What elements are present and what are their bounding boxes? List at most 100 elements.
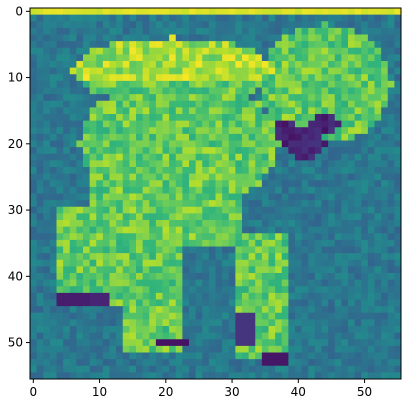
heatmap-cell [268,87,276,95]
heatmap-cell [96,173,104,181]
heatmap-cell [89,372,97,380]
heatmap-cell [374,286,382,294]
heatmap-cell [354,332,362,340]
heatmap-cell [63,167,71,175]
heatmap-cell [348,332,356,340]
heatmap-cell [367,239,375,247]
heatmap-cell [109,186,117,194]
heatmap-cell [341,312,349,320]
heatmap-cell [367,266,375,274]
heatmap-cell [361,133,369,141]
heatmap-cell [63,339,71,347]
heatmap-cell [288,273,296,281]
heatmap-cell [189,286,197,294]
heatmap-cell [334,286,342,294]
heatmap-cell [348,326,356,334]
heatmap-cell [76,359,84,367]
heatmap-cell [242,80,250,88]
heatmap-cell [321,180,329,188]
heatmap-cell [341,253,349,261]
heatmap-cell [83,345,91,353]
heatmap-cell [30,206,38,214]
heatmap-cell [30,326,38,334]
heatmap-cell [155,365,163,373]
heatmap-cell [255,14,263,22]
heatmap-cell [122,239,130,247]
heatmap-cell [195,107,203,115]
heatmap-cell [314,206,322,214]
heatmap-cell [321,326,329,334]
heatmap-cell [56,345,64,353]
heatmap-cell [381,127,389,135]
heatmap-cell [36,292,44,300]
heatmap-cell [202,147,210,155]
heatmap-cell [242,233,250,241]
heatmap-cell [394,54,402,62]
heatmap-cell [142,306,150,314]
heatmap-cell [116,186,124,194]
heatmap-cell [301,114,309,122]
heatmap-cell [89,94,97,102]
heatmap-cell [235,332,243,340]
heatmap-cell [96,239,104,247]
heatmap-cell [149,213,157,221]
heatmap-cell [367,253,375,261]
heatmap-cell [149,306,157,314]
heatmap-cell [295,153,303,161]
heatmap-cell [49,80,57,88]
heatmap-cell [83,339,91,347]
heatmap-cell [202,74,210,82]
heatmap-cell [129,14,137,22]
heatmap-cell [308,180,316,188]
heatmap-cell [69,140,77,148]
heatmap-cell [235,206,243,214]
heatmap-cell [361,34,369,42]
heatmap-cell [202,206,210,214]
heatmap-cell [374,372,382,380]
heatmap-cell [83,372,91,380]
heatmap-cell [202,114,210,122]
heatmap-cell [162,54,170,62]
heatmap-cell [189,226,197,234]
heatmap-cell [374,206,382,214]
heatmap-cell [89,173,97,181]
heatmap-cell [109,213,117,221]
heatmap-cell [354,27,362,35]
heatmap-cell [381,87,389,95]
heatmap-cell [268,127,276,135]
heatmap-cell [102,140,110,148]
heatmap-cell [76,27,84,35]
heatmap-cell [76,306,84,314]
heatmap-cell [361,127,369,135]
heatmap-cell [182,94,190,102]
heatmap-cell [202,120,210,128]
heatmap-cell [162,160,170,168]
heatmap-cell [228,80,236,88]
heatmap-cell [63,173,71,181]
heatmap-cell [30,80,38,88]
heatmap-cell [275,292,283,300]
heatmap-cell [162,67,170,75]
heatmap-cell [175,312,183,320]
heatmap-cell [202,279,210,287]
heatmap-cell [387,94,395,102]
heatmap-cell [367,8,375,16]
heatmap-cell [341,67,349,75]
heatmap-cell [261,153,269,161]
heatmap-cell [328,47,336,55]
heatmap-cell [109,67,117,75]
heatmap-cell [69,61,77,69]
heatmap-cell [208,54,216,62]
heatmap-cell [308,100,316,108]
heatmap-cell [149,100,157,108]
heatmap-cell [242,226,250,234]
heatmap-cell [89,14,97,22]
heatmap-cell [394,74,402,82]
heatmap-cell [222,292,230,300]
heatmap-cell [208,206,216,214]
heatmap-cell [215,372,223,380]
heatmap-cell [255,127,263,135]
heatmap-cell [348,114,356,122]
heatmap-cell [208,160,216,168]
heatmap-cell [109,133,117,141]
